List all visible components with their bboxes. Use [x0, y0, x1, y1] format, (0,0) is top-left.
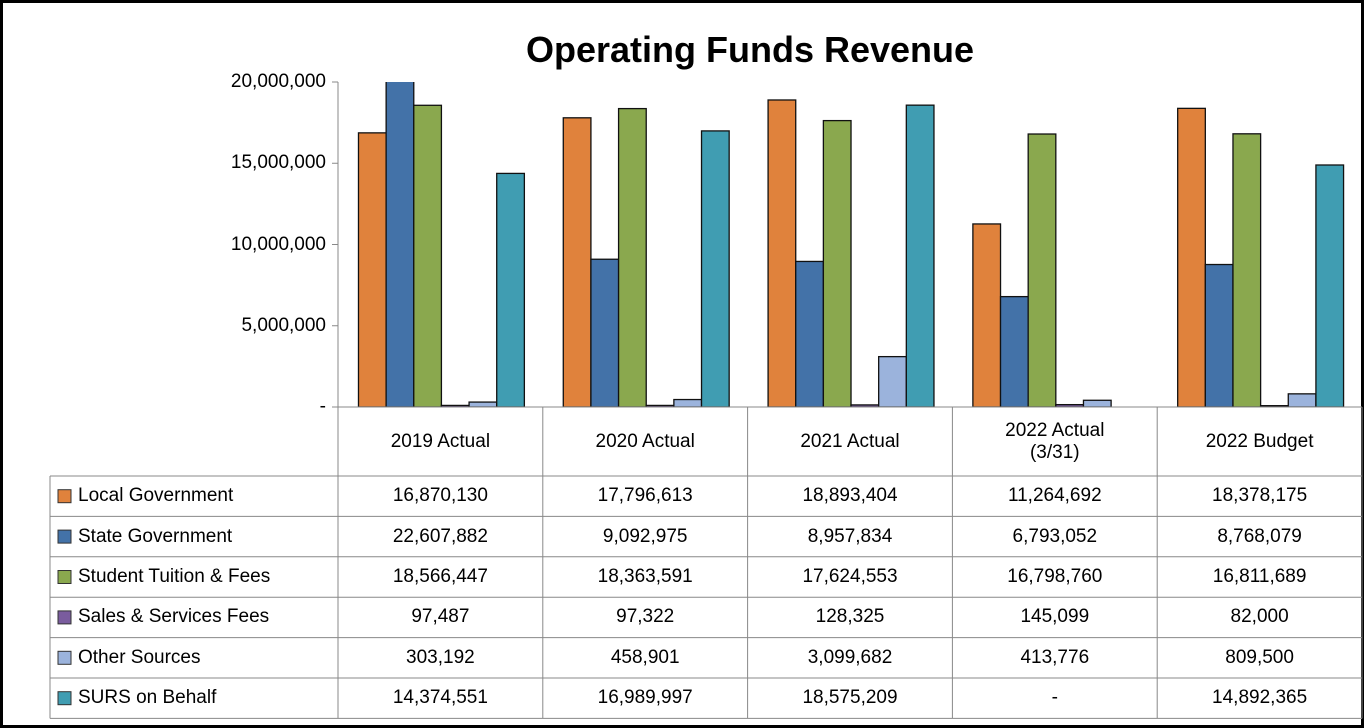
table-value: 17,624,553 [802, 566, 898, 587]
bar [795, 260, 825, 407]
legend-label: Other Sources [78, 646, 201, 668]
bar [999, 295, 1029, 407]
chart-title: Operating Funds Revenue [525, 29, 975, 70]
legend-swatch [57, 610, 72, 625]
table-value: 16,989,997 [597, 687, 693, 709]
table-value: 458,901 [610, 646, 680, 668]
table-value: 145,099 [1020, 606, 1090, 628]
bar [767, 99, 797, 407]
table-value: 6,793,052 [1012, 525, 1098, 547]
y-tick-label: - [319, 396, 326, 417]
table-value: 18,566,447 [392, 566, 488, 587]
bar [468, 401, 498, 407]
table-value: 14,892,365 [1212, 687, 1308, 709]
x-tick-label: 2022 Actual (3/31) [1005, 419, 1105, 463]
table-value: 97,322 [616, 606, 675, 628]
legend-label: SURS on Behalf [78, 687, 217, 709]
legend-label: Local Government [78, 485, 234, 507]
y-tick-label: 10,000,000 [230, 233, 326, 255]
bar [972, 223, 1002, 407]
x-tick-label: 2022 Budget [1205, 430, 1314, 452]
table-value: 22,607,882 [392, 525, 488, 547]
table-value: 128,325 [815, 606, 885, 628]
table-value: 413,776 [1020, 646, 1090, 668]
table-value: 303,192 [406, 646, 475, 668]
table-value: - [1051, 687, 1058, 709]
bar [357, 132, 387, 407]
bar [1232, 133, 1262, 407]
bar [385, 82, 415, 407]
bar [1177, 107, 1206, 407]
bar [617, 107, 647, 407]
table-value: 18,575,209 [802, 687, 898, 709]
bar [590, 258, 620, 407]
legend-label: Sales & Services Fees [78, 606, 270, 628]
table-value: 16,811,689 [1212, 566, 1307, 587]
bar [905, 104, 935, 407]
bar [1315, 164, 1345, 407]
legend-label: Student Tuition & Fees [78, 566, 271, 587]
table-value: 8,768,079 [1217, 525, 1302, 547]
legend-swatch [57, 650, 72, 665]
bar [878, 355, 907, 407]
table-value: 809,500 [1225, 646, 1294, 668]
table-value: 18,893,404 [802, 485, 898, 507]
table-value: 18,378,175 [1212, 485, 1308, 507]
bar [1082, 399, 1112, 407]
bar [1287, 393, 1317, 407]
y-tick-label: 15,000,000 [230, 152, 326, 174]
bar [496, 172, 526, 407]
bar [1027, 133, 1057, 407]
table-value: 17,796,613 [597, 485, 693, 507]
legend-label: State Government [78, 525, 233, 547]
table-value: 97,487 [411, 606, 470, 628]
table-value: 16,870,130 [392, 485, 488, 507]
legend-swatch [57, 691, 72, 706]
bar [822, 119, 852, 407]
table-value: 11,264,692 [1007, 485, 1102, 507]
legend-swatch [57, 570, 72, 584]
y-tick-label: 5,000,000 [241, 314, 326, 336]
table-value: 82,000 [1230, 606, 1289, 628]
table-value: 9,092,975 [602, 525, 688, 547]
table-value: 8,957,834 [807, 525, 893, 547]
legend-swatch [57, 489, 72, 504]
x-tick-label: 2019 Actual [390, 430, 491, 452]
table-value: 18,363,591 [597, 566, 693, 587]
bars [357, 82, 1345, 407]
table-value: 14,374,551 [392, 687, 488, 709]
bar [673, 398, 703, 407]
bar [700, 130, 730, 407]
bar [413, 104, 443, 407]
bar [1204, 263, 1234, 407]
x-tick-label: 2020 Actual [595, 430, 695, 452]
bar [562, 117, 592, 407]
y-tick-label: 20,000,000 [230, 71, 326, 92]
table-value: 16,798,760 [1007, 566, 1103, 587]
legend-swatch [57, 529, 72, 544]
table-value: 3,099,682 [807, 646, 893, 668]
x-tick-label: 2021 Actual [800, 430, 900, 452]
